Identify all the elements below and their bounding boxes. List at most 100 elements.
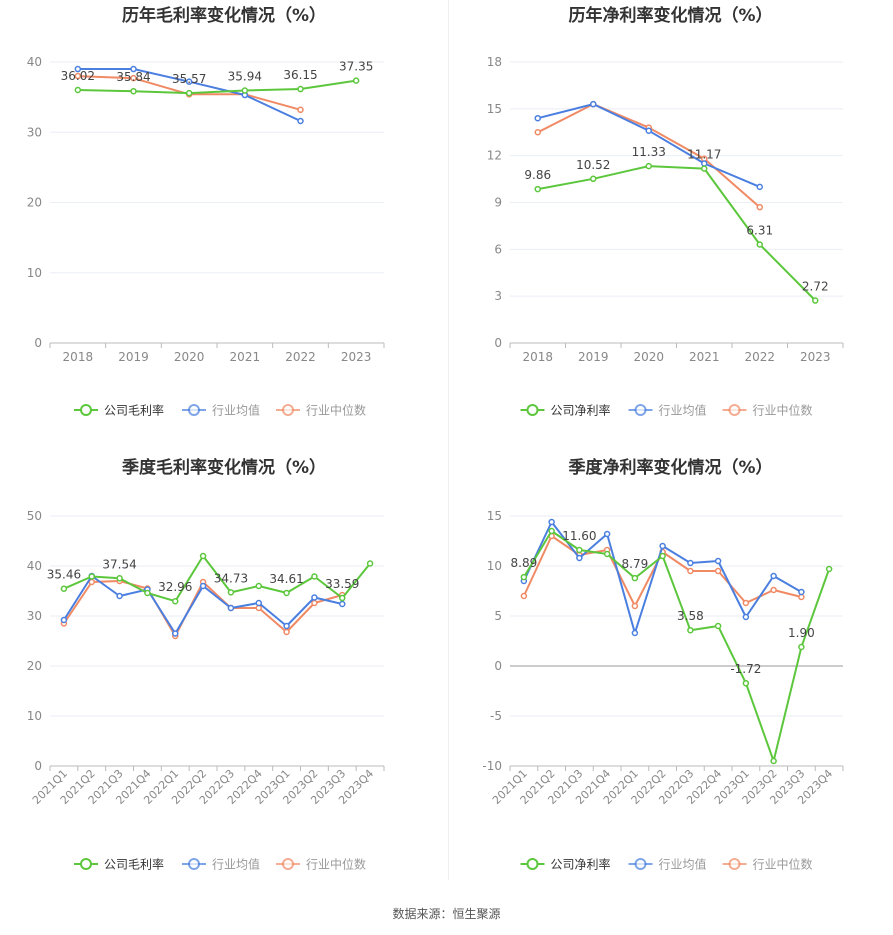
data-point-industry_avg (227, 604, 235, 612)
data-label: 32.96 (158, 580, 192, 594)
legend-label: 行业均值 (212, 857, 260, 872)
data-point-company (130, 87, 137, 95)
y-tick-label: 0 (494, 659, 502, 673)
x-tick-label: 2021 (689, 350, 720, 364)
data-point-industry_avg (742, 613, 750, 621)
legend-marker-industry_median (728, 404, 741, 416)
data-label: 11.60 (562, 529, 596, 543)
y-tick-label: 40 (27, 559, 42, 573)
data-point-company (172, 597, 179, 605)
data-point-company (603, 550, 611, 558)
legend-label: 行业中位数 (753, 403, 813, 418)
x-tick-label: 2018 (63, 350, 94, 364)
data-point-company (255, 582, 262, 590)
legend-label: 行业均值 (659, 857, 707, 872)
data-point-industry_avg (770, 572, 777, 580)
data-point-company (756, 241, 763, 248)
series-line-company (63, 555, 371, 603)
data-point-industry_avg (116, 592, 123, 600)
y-tick-label: 6 (494, 242, 502, 256)
legend-marker-company (526, 404, 539, 416)
legend-label: 行业均值 (212, 403, 260, 418)
data-point-company (60, 585, 68, 592)
y-tick-label: 40 (27, 55, 42, 69)
y-tick-label: 3 (494, 289, 502, 303)
data-label: 10.52 (576, 158, 610, 172)
legend-marker-industry_avg (188, 858, 200, 870)
data-point-company (88, 573, 95, 580)
data-point-industry_avg (283, 622, 290, 630)
data-point-company (144, 589, 151, 597)
data-point-industry_avg (714, 557, 722, 565)
data-label: 35.84 (116, 70, 150, 84)
data-point-company (687, 626, 694, 634)
series-line-company (537, 165, 817, 302)
data-point-company (701, 165, 708, 172)
data-label: 37.54 (102, 557, 136, 571)
data-point-company (241, 87, 249, 94)
data-point-industry_median (311, 599, 318, 607)
data-point-company (825, 565, 833, 573)
y-tick-label: -5 (490, 709, 502, 723)
data-point-company (199, 552, 207, 560)
y-tick-label: 15 (487, 509, 502, 523)
x-tick-label: 2022 (285, 350, 316, 364)
series-line-company (523, 530, 831, 762)
chart-title: 季度净利率变化情况（%） (568, 457, 772, 478)
legend-marker-industry_avg (634, 404, 647, 416)
data-label: 34.61 (269, 572, 303, 586)
x-tick-label: 2022 (744, 350, 775, 364)
data-label: 36.15 (283, 68, 317, 82)
data-label: 35.94 (228, 70, 262, 84)
annual-net-margin-chart: 历年净利率变化情况（%） 0 3 6 9 12 15 18 2018 2019 2020 2021 20… (487, 5, 844, 418)
data-point-industry_avg (687, 559, 694, 567)
data-point-industry_median (534, 129, 541, 136)
data-source-note: 数据来源：恒生聚源 (392, 907, 501, 921)
legend-label: 行业均值 (659, 403, 707, 418)
x-tick-label: 2019 (118, 350, 149, 364)
chart-title: 历年净利率变化情况（%） (568, 5, 772, 26)
legend-label: 公司毛利率 (104, 403, 164, 418)
data-label: 36.02 (61, 69, 95, 83)
data-point-industry_avg (199, 582, 207, 590)
chart-annual-gross: 历年毛利率变化情况（%） 0 10 20 30 40 2018 2019 2020 2021 202… (0, 0, 448, 430)
data-point-industry_median (283, 628, 290, 636)
x-tick-label: 2023 (800, 350, 831, 364)
x-tick-label: 2023 (341, 350, 372, 364)
data-point-company (339, 594, 346, 602)
data-point-industry_avg (645, 127, 652, 134)
chart-quarterly-net: 季度净利率变化情况（%） -10 -5 0 5 10 15 2021Q1 2021Q2 2021Q… (448, 452, 893, 882)
x-tick-label: 2018 (522, 350, 553, 364)
y-tick-label: 10 (27, 266, 42, 280)
x-tick-label: 2021 (230, 350, 261, 364)
data-point-company (352, 77, 360, 84)
data-point-company (366, 560, 374, 567)
data-label: 34.73 (214, 571, 248, 585)
y-tick-label: -10 (482, 759, 502, 773)
data-point-company (576, 546, 583, 554)
y-tick-label: 0 (34, 759, 42, 773)
data-point-industry_avg (631, 629, 639, 637)
data-label: 11.17 (687, 148, 721, 162)
data-point-industry_avg (798, 588, 805, 596)
legend-label: 行业中位数 (306, 857, 366, 872)
series-line-company (77, 79, 357, 95)
data-point-industry_avg (603, 530, 611, 538)
y-tick-label: 20 (27, 659, 42, 673)
quarterly-net-margin-chart: 季度净利率变化情况（%）-10-50510152021Q12021Q22021Q… (482, 457, 844, 872)
data-label: 35.46 (47, 568, 81, 582)
data-point-company (770, 757, 777, 765)
y-tick-label: 9 (494, 196, 502, 210)
y-tick-label: 0 (34, 336, 42, 350)
legend-marker-industry_median (282, 858, 294, 870)
data-label: 11.33 (632, 145, 666, 159)
x-tick-label: 2019 (578, 350, 609, 364)
data-point-industry_median (130, 74, 137, 82)
data-point-industry_avg (172, 630, 179, 637)
panel-divider (448, 0, 449, 880)
legend-marker-company (80, 404, 92, 416)
legend-marker-industry_median (282, 404, 294, 416)
data-point-company (714, 622, 722, 630)
legend-marker-company (80, 858, 92, 870)
data-point-industry_avg (701, 160, 708, 167)
